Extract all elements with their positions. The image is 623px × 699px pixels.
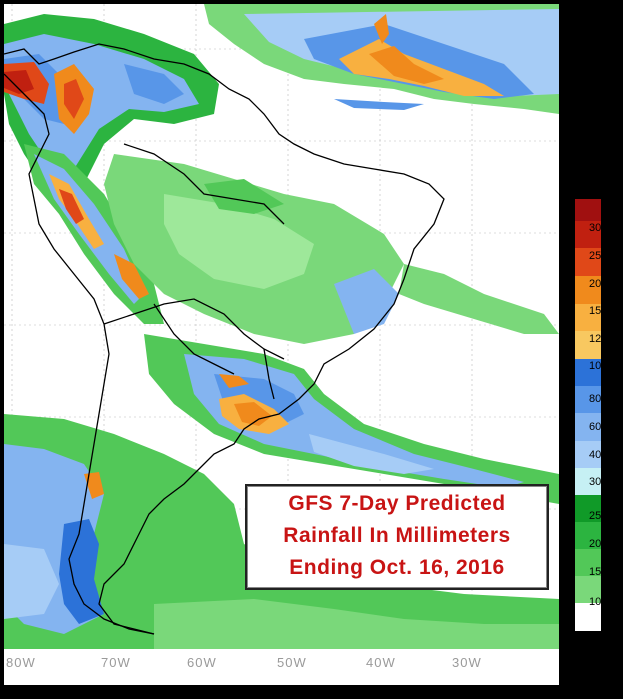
- legend-swatch-gt300: [575, 199, 601, 221]
- legend-label-150: 150: [589, 305, 608, 317]
- x-tick-50w: 50W: [277, 655, 307, 670]
- legend-label-20: 20: [589, 538, 602, 550]
- southeast-rain: [144, 334, 559, 504]
- legend-swatch-10: [575, 576, 601, 603]
- legend-label-100: 100: [589, 360, 608, 372]
- x-tick-60w: 60W: [187, 655, 217, 670]
- legend-swatch-30: [575, 468, 601, 495]
- title-line-1: GFS 7-Day Predicted: [288, 492, 506, 515]
- legend-swatch-80: [575, 386, 601, 413]
- legend-swatch-300: [575, 221, 601, 248]
- x-tick-80w: 80W: [6, 655, 36, 670]
- legend-label-125: 125: [589, 333, 608, 345]
- central-rain: [104, 154, 559, 344]
- title-line-3: Ending Oct. 16, 2016: [289, 556, 505, 579]
- x-tick-70w: 70W: [101, 655, 131, 670]
- legend-swatch-100: [575, 359, 601, 386]
- x-tick-30w: 30W: [452, 655, 482, 670]
- legend-label-300: 300: [589, 222, 608, 234]
- legend-label-250: 250: [589, 250, 608, 262]
- coastlines: [4, 43, 445, 635]
- legend-swatch-40: [575, 441, 601, 468]
- legend-swatch-20: [575, 522, 601, 549]
- legend-swatch-150: [575, 304, 601, 331]
- legend-label-25: 25: [589, 510, 602, 522]
- rainfall-map: [4, 4, 559, 649]
- legend-label-200: 200: [589, 278, 608, 290]
- legend-label-15: 15: [589, 566, 602, 578]
- title-box: GFS 7-Day Predicted Rainfall In Millimet…: [245, 484, 549, 590]
- legend-swatch-25: [575, 495, 601, 522]
- color-legend: [574, 198, 602, 632]
- title-line-2: Rainfall In Millimeters: [283, 524, 511, 547]
- southern-rain: [4, 414, 559, 649]
- atlantic-rain-band: [204, 4, 559, 114]
- legend-swatch-200: [575, 276, 601, 304]
- legend-swatch-none: [575, 603, 601, 631]
- legend-label-60: 60: [589, 421, 602, 433]
- legend-swatch-15: [575, 549, 601, 576]
- map-canvas: [4, 4, 559, 649]
- legend-label-10: 10: [589, 596, 602, 608]
- x-tick-40w: 40W: [366, 655, 396, 670]
- andes-rain: [24, 144, 164, 324]
- legend-label-80: 80: [589, 393, 602, 405]
- legend-swatch-125: [575, 331, 601, 359]
- legend-label-40: 40: [589, 449, 602, 461]
- x-axis: 80W 70W 60W 50W 40W 30W: [4, 649, 559, 685]
- legend-label-30: 30: [589, 476, 602, 488]
- legend-swatch-60: [575, 413, 601, 441]
- legend-swatch-250: [575, 248, 601, 276]
